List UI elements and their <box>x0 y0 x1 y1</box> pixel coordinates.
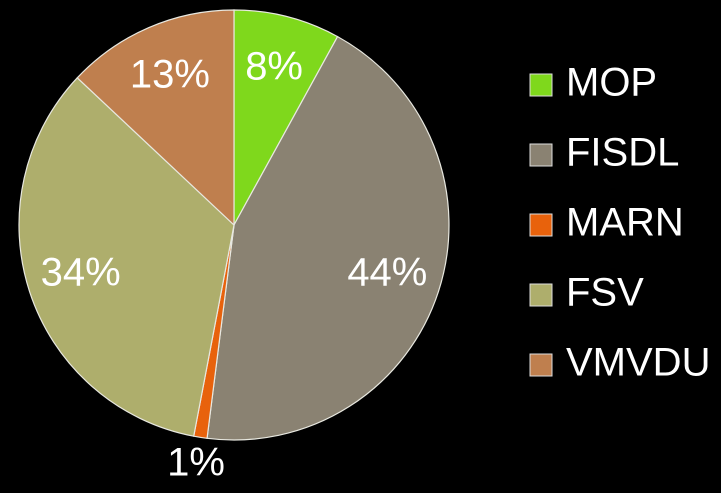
data-label: 44% <box>347 250 427 294</box>
data-label: 34% <box>41 250 121 294</box>
legend-swatch <box>529 73 553 97</box>
legend-swatch <box>529 143 553 167</box>
data-label: 1% <box>167 441 225 485</box>
legend-swatch <box>529 213 553 237</box>
legend-label: VMVDU <box>566 341 710 385</box>
data-label: 8% <box>245 44 303 88</box>
legend-swatch <box>529 353 553 377</box>
pie-slice <box>18 76 235 437</box>
pie-slice <box>233 9 339 226</box>
pie-slice <box>76 9 235 227</box>
legend-label: MOP <box>566 61 657 105</box>
legend-label: FSV <box>566 271 644 315</box>
legend-label: MARN <box>566 201 684 245</box>
data-label: 13% <box>130 53 210 97</box>
legend-swatch <box>529 283 553 307</box>
legend-label: FISDL <box>566 131 679 175</box>
pie-slice <box>206 35 450 441</box>
